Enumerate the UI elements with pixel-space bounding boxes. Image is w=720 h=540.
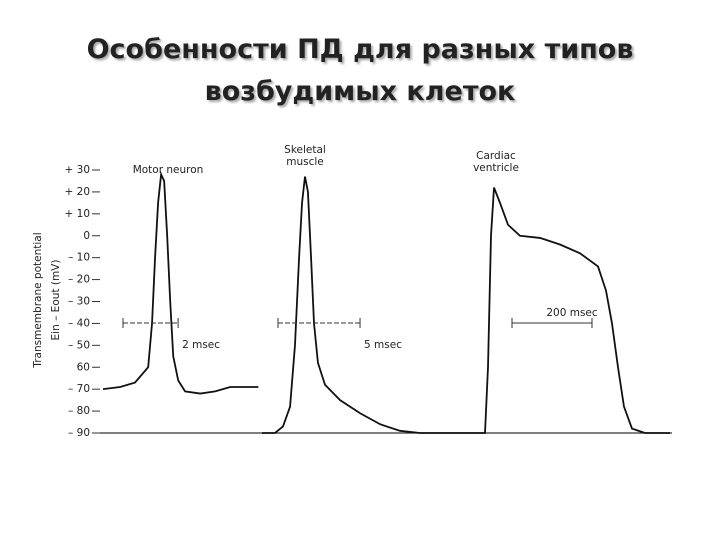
y-tick-label: 60 (77, 361, 90, 373)
y-tick-label: – 80 (68, 405, 90, 417)
scale-bar-label: 200 msec (546, 307, 598, 319)
slide-title: Особенности ПД для разных типов (86, 34, 634, 65)
y-tick-label: – 50 (68, 339, 90, 351)
y-tick-label: – 90 (68, 427, 90, 439)
y-tick-label: – 40 (68, 317, 90, 329)
slide-title: возбудимых клеток (204, 76, 516, 107)
y-tick-label: 0 (83, 230, 90, 242)
y-axis-label: Ein – Eout (mV) (50, 260, 62, 341)
scale-bar-label: 2 msec (182, 339, 220, 351)
series-label: Motor neuron (132, 164, 204, 176)
y-tick-label: – 70 (68, 383, 90, 395)
y-tick-label: – 20 (68, 274, 90, 286)
y-tick-label: + 30 (65, 164, 91, 176)
series-label: Skeletal muscle (284, 144, 326, 168)
scale-bar-label: 5 msec (364, 339, 402, 351)
y-tick-label: – 10 (68, 252, 90, 264)
trace (262, 176, 421, 434)
trace (102, 171, 259, 395)
series-label: Cardiac ventricle (473, 150, 519, 174)
y-tick-label: – 30 (68, 296, 90, 308)
trace (420, 187, 670, 434)
y-tick-label: + 20 (65, 186, 91, 198)
y-tick-label: + 10 (65, 208, 91, 220)
y-axis-label: Transmembrane potential (32, 232, 44, 368)
